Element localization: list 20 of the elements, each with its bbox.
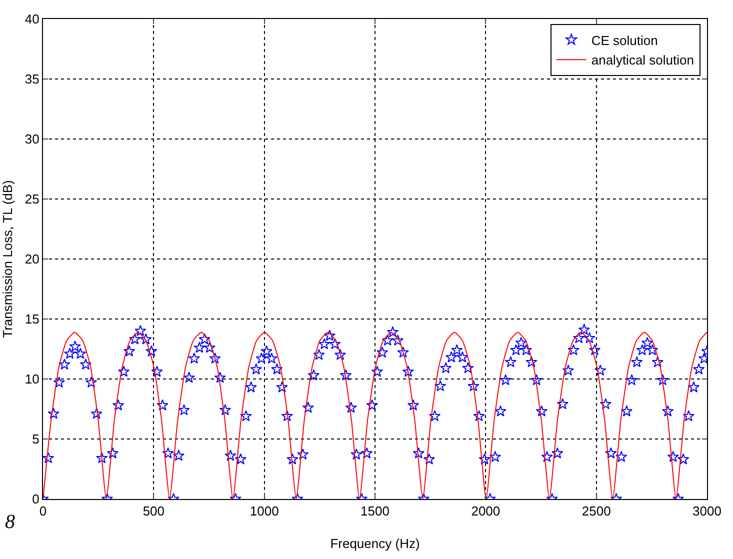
y-tick-label: 20 [24,252,40,267]
x-tick-label: 3000 [692,504,722,519]
x-tick-label: 2000 [471,504,500,519]
y-tick-label: 10 [24,372,40,387]
y-tick-label: 35 [24,72,40,87]
x-axis-title: Frequency (Hz) [330,536,420,551]
y-tick-label: 40 [24,12,40,27]
legend-label: analytical solution [591,52,694,68]
x-tick-label: 1500 [360,504,390,519]
y-tick-label: 30 [24,132,40,147]
legend-label: CE solution [591,32,658,48]
y-axis-title: Transmission Loss, TL (dB) [0,180,15,338]
x-tick-label: 500 [142,504,165,519]
y-tick-label: 15 [24,312,40,327]
y-tick-label: 0 [32,492,40,507]
y-tick-label: 5 [32,432,40,447]
x-tick-label: 1000 [250,504,279,519]
y-tick-label: 25 [24,192,40,207]
x-tick-label: 2500 [582,504,611,519]
text: 8 [5,511,15,533]
